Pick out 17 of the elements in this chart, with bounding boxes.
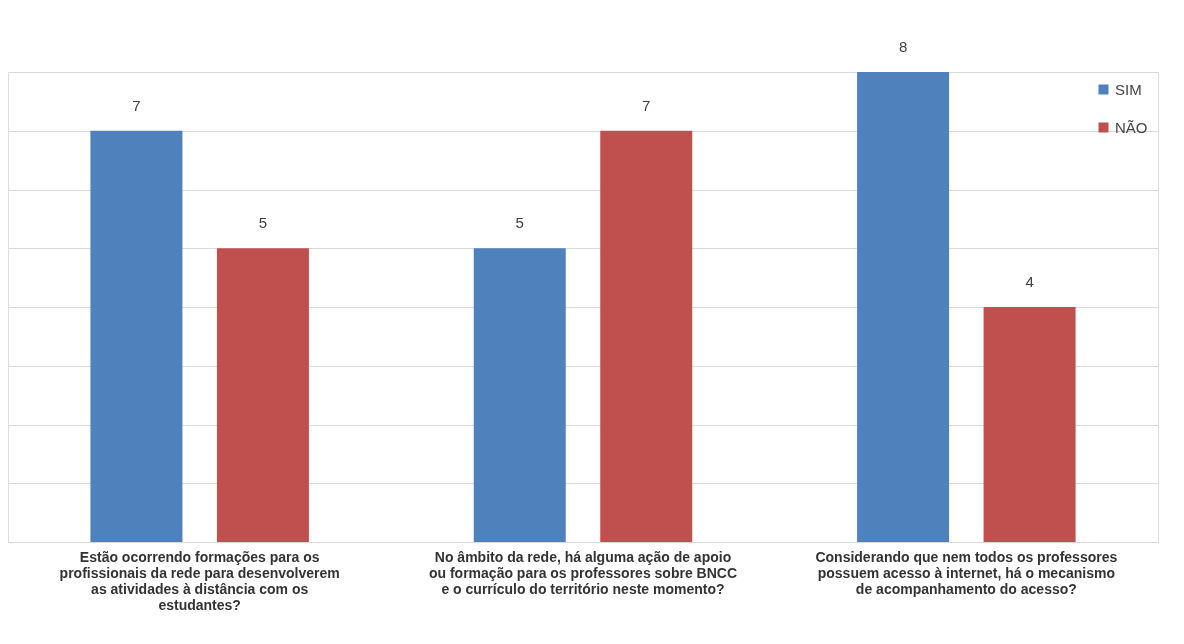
data-label: 7 <box>132 96 141 114</box>
data-label: 4 <box>1025 273 1034 290</box>
legend-label: NÃO <box>1115 118 1148 136</box>
data-label: 5 <box>515 214 524 232</box>
data-label: 7 <box>642 96 651 114</box>
bar <box>90 130 183 542</box>
legend-label: SIM <box>1115 80 1142 98</box>
data-label: 8 <box>898 38 908 55</box>
data-label: 5 <box>258 214 268 232</box>
bar <box>600 130 693 542</box>
bar <box>473 248 566 542</box>
bar <box>857 72 950 542</box>
x-tick-label: No âmbito da rede, há alguma ação de apoio ou formação para os professores sobre BNCC e o currículo do território neste momento? <box>428 548 738 597</box>
x-tick-label: Estão ocorrendo formações para os profissionais da rede para desenvolverem as atividades à distância com os estudantes? <box>59 548 340 613</box>
bar <box>983 307 1076 542</box>
x-tick-label: Considerando que nem todos os professores possuem acesso à internet, há o mecanismo de acompanhamento do acesso? <box>815 548 1118 597</box>
bar <box>216 248 309 542</box>
